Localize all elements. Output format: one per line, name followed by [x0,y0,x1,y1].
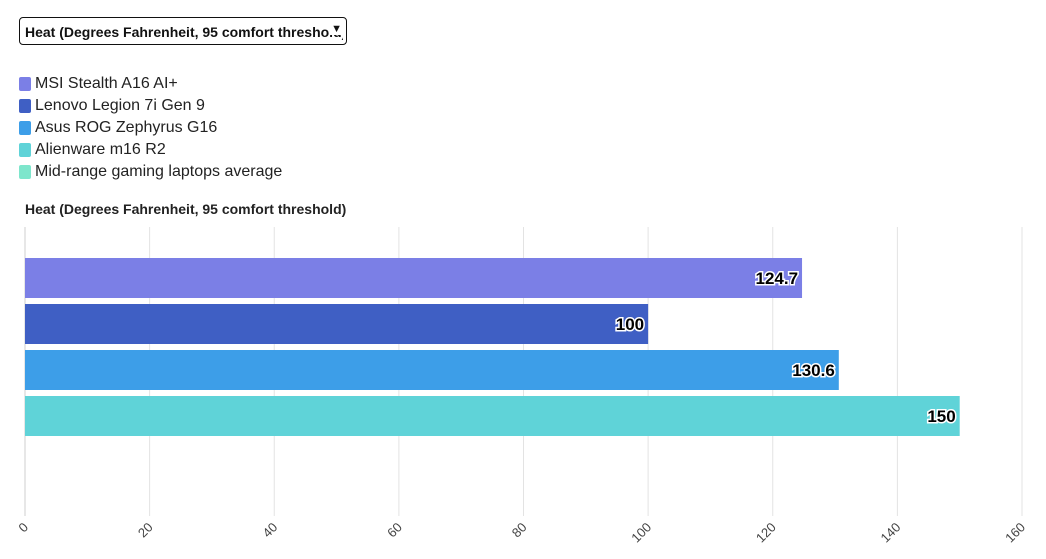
legend-swatch [19,165,31,179]
bar[interactable] [25,304,649,344]
legend-swatch [19,121,31,135]
x-tick-label: 120 [753,520,779,546]
legend-label: Alienware m16 R2 [35,141,166,158]
legend-swatch [19,99,31,113]
x-tick-label: 100 [628,520,654,546]
x-tick-label: 140 [878,520,904,546]
legend-item-msi[interactable]: MSI Stealth A16 AI+ [19,73,282,95]
legend-item-alienware[interactable]: Alienware m16 R2 [19,139,282,161]
x-tick-label: 40 [260,520,281,541]
legend-label: MSI Stealth A16 AI+ [35,75,178,92]
bar-value-label: 124.7 [755,269,798,288]
x-tick-label: 0 [15,520,31,536]
metric-dropdown[interactable]: Heat (Degrees Fahrenheit, 95 comfort thr… [19,17,347,45]
legend-label: Lenovo Legion 7i Gen 9 [35,97,205,114]
chevron-down-icon: ▼ [329,23,344,35]
legend: MSI Stealth A16 AI+ Lenovo Legion 7i Gen… [19,73,282,183]
x-tick-label: 60 [384,520,405,541]
bar-value-label: 100 [616,315,644,334]
bar-value-label: 130.6 [792,361,835,380]
legend-item-asus[interactable]: Asus ROG Zephyrus G16 [19,117,282,139]
bar[interactable] [25,396,960,436]
bar-value-label: 150 [927,407,955,426]
bar[interactable] [25,258,803,298]
bar[interactable] [25,350,839,390]
x-tick-label: 160 [1002,520,1028,546]
x-tick-label: 20 [135,520,156,541]
chart-title: Heat (Degrees Fahrenheit, 95 comfort thr… [25,201,347,217]
legend-label: Asus ROG Zephyrus G16 [35,119,218,136]
legend-label: Mid-range gaming laptops average [35,163,283,180]
legend-swatch [19,77,31,91]
legend-swatch [19,143,31,157]
x-tick-label: 80 [509,520,530,541]
metric-dropdown-value: Heat (Degrees Fahrenheit, 95 comfort thr… [25,24,343,40]
legend-item-average[interactable]: Mid-range gaming laptops average [19,161,282,183]
legend-item-lenovo[interactable]: Lenovo Legion 7i Gen 9 [19,95,282,117]
